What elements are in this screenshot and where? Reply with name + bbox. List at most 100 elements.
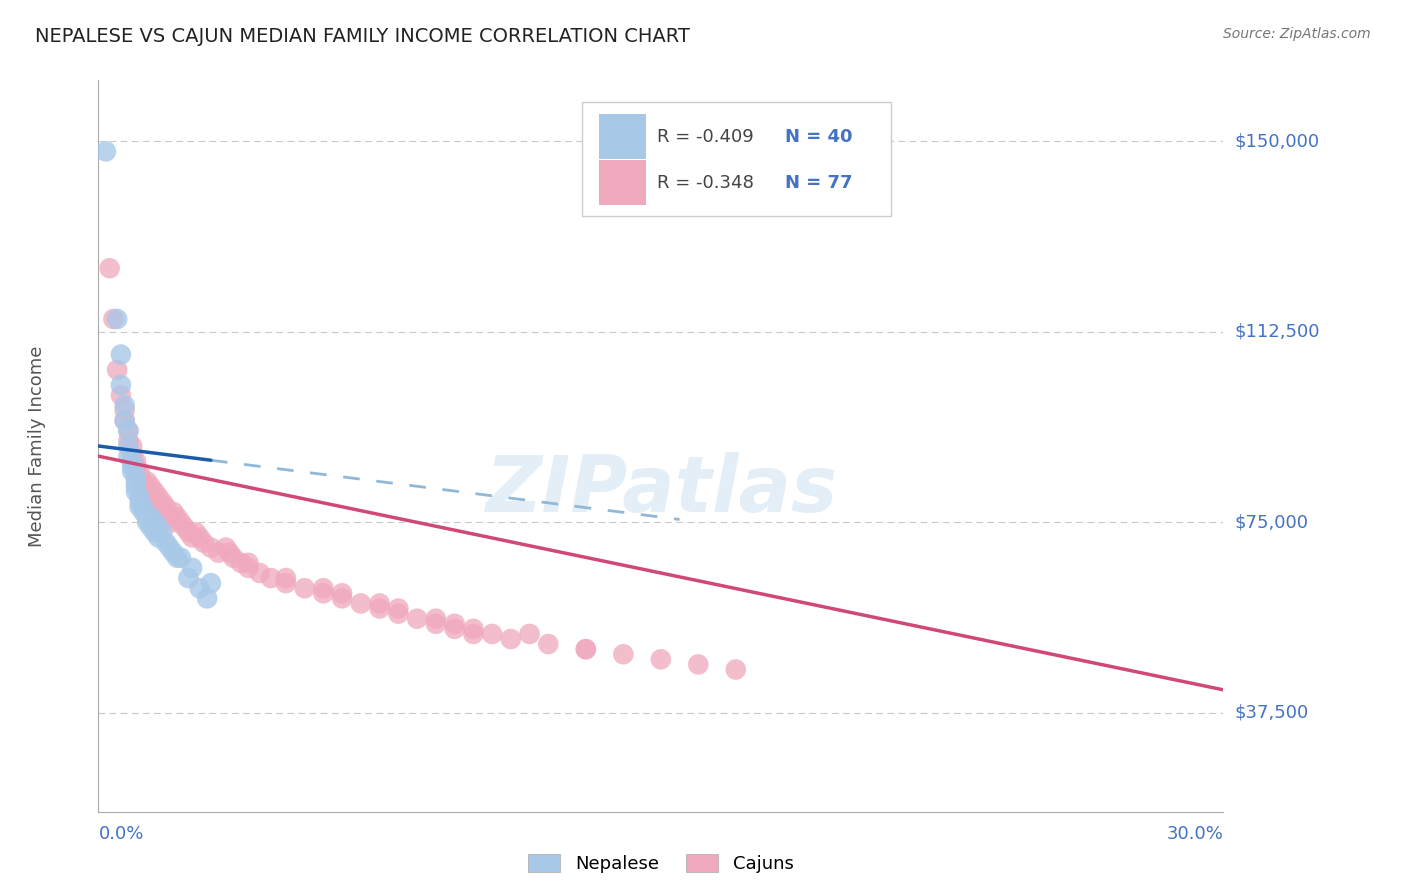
- Point: [650, 652, 672, 666]
- Point: [195, 591, 218, 606]
- Point: [193, 535, 215, 549]
- Point: [121, 439, 143, 453]
- Point: [575, 642, 598, 657]
- Point: [148, 500, 170, 514]
- Text: NEPALESE VS CAJUN MEDIAN FAMILY INCOME CORRELATION CHART: NEPALESE VS CAJUN MEDIAN FAMILY INCOME C…: [35, 27, 690, 45]
- Point: [121, 449, 143, 463]
- Point: [499, 632, 522, 646]
- Point: [166, 550, 188, 565]
- Point: [132, 505, 155, 519]
- Text: $37,500: $37,500: [1234, 704, 1309, 722]
- Point: [330, 591, 353, 606]
- Point: [114, 398, 136, 412]
- Point: [188, 530, 211, 544]
- Point: [150, 525, 173, 540]
- Point: [274, 576, 297, 591]
- Point: [260, 571, 283, 585]
- Point: [575, 642, 598, 657]
- Point: [249, 566, 271, 580]
- Point: [170, 550, 193, 565]
- Point: [110, 378, 132, 392]
- Point: [139, 490, 162, 504]
- Point: [724, 663, 747, 677]
- Point: [155, 500, 177, 514]
- Text: $112,500: $112,500: [1234, 323, 1320, 341]
- Text: 30.0%: 30.0%: [1167, 825, 1223, 843]
- Point: [188, 581, 211, 595]
- Point: [184, 525, 207, 540]
- Point: [350, 597, 373, 611]
- Point: [162, 505, 184, 519]
- Text: 0.0%: 0.0%: [98, 825, 143, 843]
- Point: [688, 657, 710, 672]
- Point: [105, 363, 128, 377]
- Point: [125, 454, 148, 468]
- Point: [143, 495, 166, 509]
- Point: [148, 490, 170, 504]
- Point: [222, 550, 245, 565]
- Text: N = 77: N = 77: [785, 174, 852, 192]
- Point: [139, 510, 162, 524]
- Point: [181, 530, 204, 544]
- Point: [121, 464, 143, 478]
- Point: [103, 312, 125, 326]
- Point: [425, 616, 447, 631]
- Point: [132, 475, 155, 489]
- Point: [150, 495, 173, 509]
- Point: [294, 581, 316, 595]
- Point: [425, 612, 447, 626]
- Point: [125, 469, 148, 483]
- Point: [443, 616, 465, 631]
- Text: R = -0.348: R = -0.348: [658, 174, 755, 192]
- Point: [330, 586, 353, 600]
- Point: [312, 581, 335, 595]
- Point: [463, 627, 485, 641]
- Point: [200, 541, 222, 555]
- Point: [612, 647, 634, 661]
- Point: [207, 546, 229, 560]
- Point: [406, 612, 429, 626]
- Point: [121, 454, 143, 468]
- Point: [125, 475, 148, 489]
- Point: [148, 520, 170, 534]
- Point: [155, 535, 177, 549]
- Text: $150,000: $150,000: [1234, 132, 1319, 150]
- Point: [136, 510, 159, 524]
- Point: [125, 480, 148, 494]
- Point: [136, 475, 159, 489]
- Legend: Nepalese, Cajuns: Nepalese, Cajuns: [523, 849, 799, 879]
- Point: [238, 561, 260, 575]
- Point: [139, 480, 162, 494]
- Point: [128, 495, 150, 509]
- Point: [128, 469, 150, 483]
- Point: [218, 546, 240, 560]
- FancyBboxPatch shape: [599, 160, 647, 205]
- Point: [177, 571, 200, 585]
- Point: [125, 484, 148, 499]
- Point: [114, 414, 136, 428]
- Point: [368, 597, 391, 611]
- Text: Median Family Income: Median Family Income: [28, 345, 45, 547]
- Point: [117, 449, 139, 463]
- Point: [143, 525, 166, 540]
- Text: R = -0.409: R = -0.409: [658, 128, 754, 145]
- Point: [368, 601, 391, 615]
- Point: [312, 586, 335, 600]
- Point: [117, 424, 139, 438]
- Point: [128, 490, 150, 504]
- Point: [114, 414, 136, 428]
- Point: [166, 510, 188, 524]
- Point: [121, 459, 143, 474]
- Point: [173, 520, 195, 534]
- Point: [463, 622, 485, 636]
- Point: [105, 312, 128, 326]
- Point: [136, 515, 159, 529]
- Point: [519, 627, 541, 641]
- Text: $75,000: $75,000: [1234, 513, 1309, 532]
- Point: [215, 541, 238, 555]
- Point: [114, 403, 136, 417]
- Point: [128, 464, 150, 478]
- Point: [177, 525, 200, 540]
- Point: [387, 601, 409, 615]
- Point: [128, 500, 150, 514]
